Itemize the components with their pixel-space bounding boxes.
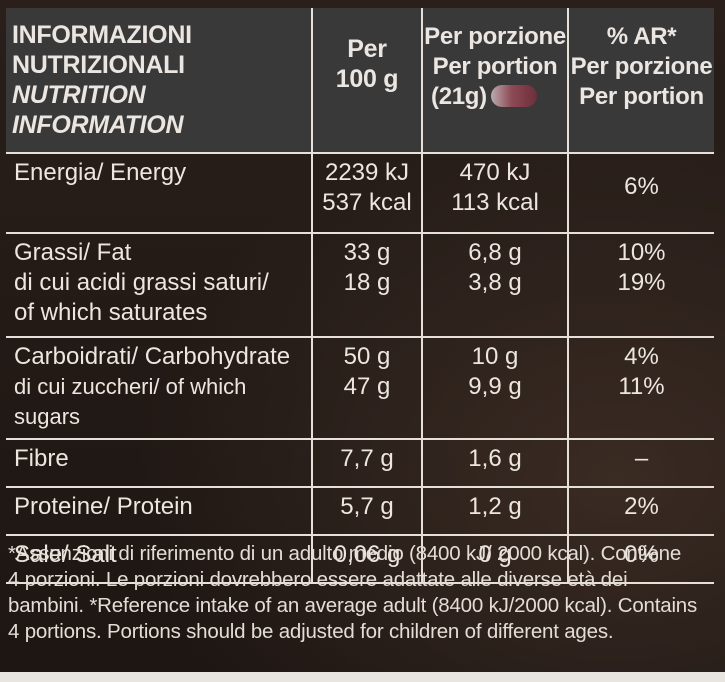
label-carbohydrate: Carboidrati/ Carbohydrate di cui zuccher…	[6, 336, 313, 440]
nutrition-table: INFORMAZIONI NUTRIZIONALI NUTRITION INFO…	[6, 8, 714, 585]
table-row-fat: Grassi/ Fat di cui acidi grassi saturi/ …	[6, 232, 714, 338]
footnote-line-4: 4 portions. Portions should be adjusted …	[8, 620, 614, 643]
label-fibre: Fibre	[6, 438, 313, 488]
label-protein: Proteine/ Protein	[6, 486, 313, 536]
value-fat-portion-main: 6,8 g	[468, 239, 522, 266]
header-portion-it: Per porzione	[424, 23, 566, 50]
chocolate-bar-icon	[490, 84, 537, 107]
value-energy-per100-kj: 2239 kJ	[324, 159, 410, 186]
value-energy-ar: 6%	[567, 152, 714, 234]
value-carb-per100: 50 g 47 g	[311, 336, 423, 440]
header-per-portion: Per porzione Per portion (21g)	[421, 8, 569, 154]
header-per-label: Per	[347, 35, 387, 63]
value-fibre-portion: 1,6 g	[421, 438, 569, 488]
value-energy-portion-kcal: 113 kcal	[451, 189, 539, 216]
value-fat-per100: 33 g 18 g	[311, 232, 423, 338]
value-fat-ar-main: 10%	[617, 239, 666, 266]
footnote-line-3: bambini. *Reference intake of an average…	[8, 594, 698, 617]
header-ar-portion-it: Per porzione	[570, 53, 713, 80]
label-carb-sugars: di cui zuccheri/ of which sugars	[14, 374, 247, 429]
value-fat-ar-sat: 19%	[617, 269, 666, 296]
header-title-line2: NUTRIZIONALI	[12, 51, 185, 79]
header-ar-label: % AR*	[606, 23, 677, 50]
header-reference-intake: % AR* Per porzione Per portion	[567, 8, 714, 154]
label-carb-main: Carboidrati/ Carbohydrate	[14, 343, 291, 370]
header-portion-en: Per portion	[432, 53, 558, 80]
value-energy-per100: 2239 kJ 537 kcal	[311, 152, 423, 234]
value-carb-portion-sugars: 9,9 g	[468, 373, 522, 400]
value-energy-per100-kcal: 537 kcal	[322, 189, 412, 216]
value-protein-portion: 1,2 g	[421, 486, 569, 536]
value-salt-per100: 0,06 g	[311, 534, 423, 584]
label-energy: Energia/ Energy	[6, 152, 313, 234]
table-header-row: INFORMAZIONI NUTRIZIONALI NUTRITION INFO…	[6, 8, 714, 154]
reference-intake-footnote: *Assunzioni di riferimento di un adulto …	[8, 541, 720, 645]
header-ar-portion-en: Per portion	[579, 83, 704, 110]
value-carb-ar: 4% 11%	[567, 336, 714, 440]
header-100g-label: 100 g	[335, 65, 399, 93]
value-carb-ar-sugars: 11%	[618, 373, 665, 400]
package-edge	[0, 672, 725, 682]
label-fat-saturates-it: di cui acidi grassi saturi/	[14, 269, 269, 296]
table-row-salt: Sale/ Salt 0,06 g 0 g 0%	[6, 534, 714, 584]
label-fat-main: Grassi/ Fat	[14, 239, 132, 266]
value-energy-portion-kj: 470 kJ	[459, 159, 531, 186]
value-fat-portion-sat: 3,8 g	[468, 269, 522, 296]
value-fat-per100-main: 33 g	[343, 239, 391, 266]
value-protein-per100: 5,7 g	[311, 486, 423, 536]
footnote-line-1: *Assunzioni di riferimento di un adulto …	[8, 542, 682, 565]
value-carb-portion-main: 10 g	[471, 343, 519, 370]
header-nutrition-information: INFORMAZIONI NUTRIZIONALI NUTRITION INFO…	[6, 8, 313, 154]
table-row-protein: Proteine/ Protein 5,7 g 1,2 g 2%	[6, 486, 714, 536]
value-salt-portion: 0 g	[421, 534, 569, 584]
value-carb-portion: 10 g 9,9 g	[421, 336, 569, 440]
header-per-100g: Per 100 g	[311, 8, 423, 154]
value-fibre-per100: 7,7 g	[311, 438, 423, 488]
table-row-carbohydrate: Carboidrati/ Carbohydrate di cui zuccher…	[6, 336, 714, 440]
value-fat-per100-sat: 18 g	[343, 269, 391, 296]
value-salt-ar: 0%	[567, 534, 714, 584]
value-protein-ar: 2%	[567, 486, 714, 536]
label-salt: Sale/ Salt	[6, 534, 313, 584]
header-title-line3: NUTRITION INFORMATION	[12, 81, 184, 139]
footnote-line-2: 4 porzioni. Le porzioni dovrebbero esser…	[8, 568, 628, 591]
value-fat-ar: 10% 19%	[567, 232, 714, 338]
value-energy-portion: 470 kJ 113 kcal	[421, 152, 569, 234]
header-portion-size: (21g)	[431, 83, 487, 110]
table-row-fibre: Fibre 7,7 g 1,6 g –	[6, 438, 714, 488]
value-carb-per100-sugars: 47 g	[343, 373, 391, 400]
table-row-energy: Energia/ Energy 2239 kJ 537 kcal 470 kJ …	[6, 152, 714, 234]
label-fat: Grassi/ Fat di cui acidi grassi saturi/ …	[6, 232, 313, 338]
value-energy-ar-text: 6%	[624, 173, 659, 200]
value-carb-ar-main: 4%	[624, 343, 659, 370]
value-carb-per100-main: 50 g	[343, 343, 391, 370]
value-fat-portion: 6,8 g 3,8 g	[421, 232, 569, 338]
label-fat-saturates-en: of which saturates	[14, 299, 208, 326]
header-title-line1: INFORMAZIONI	[12, 21, 192, 49]
value-fibre-ar: –	[567, 438, 714, 488]
